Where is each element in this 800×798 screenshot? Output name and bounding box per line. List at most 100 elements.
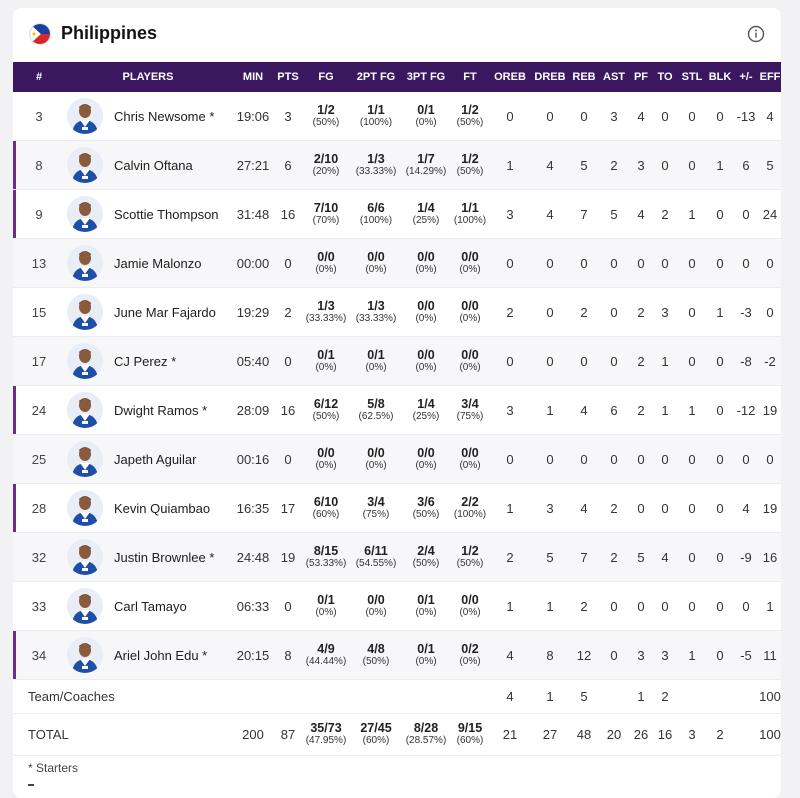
ft-made-attempted: 0/0 [461, 298, 479, 313]
fg3-cell: 1/7 (14.29%) [401, 141, 451, 190]
ft-percentage: (0%) [459, 263, 481, 275]
player-row[interactable]: 13 Jamie Malonzo 00:00 0 0/0 (0%) 0/0 (0%) 0/0 (0… [13, 238, 781, 288]
fg3-made-attempted: 0/1 [417, 641, 435, 656]
fg3-made-attempted: 0/0 [417, 445, 435, 460]
col-to-header[interactable]: TO [657, 71, 673, 83]
fg-made-attempted: 0/1 [317, 592, 335, 607]
fg-cell: 2/10 (20%) [301, 141, 351, 190]
to-cell: 3 [661, 304, 669, 320]
to-cell: 1 [661, 402, 669, 418]
player-cell[interactable]: Dwight Ramos * [65, 386, 231, 435]
dreb-cell: 0 [546, 451, 554, 467]
col-pf-header[interactable]: PF [633, 71, 649, 83]
fg2-cell: 1/3 (33.33%) [351, 141, 401, 190]
ft-percentage: (0%) [459, 312, 481, 324]
col-min-header[interactable]: MIN [242, 71, 264, 83]
col-players-header[interactable]: PLAYERS [122, 71, 174, 83]
player-name[interactable]: Chris Newsome * [114, 108, 215, 124]
oreb-cell: 1 [506, 500, 514, 516]
ft-cell: 1/2 (50%) [451, 92, 489, 141]
fg-percentage: (20%) [312, 165, 340, 177]
player-cell[interactable]: Jamie Malonzo [65, 239, 231, 288]
team-name: Philippines [61, 23, 158, 43]
player-cell[interactable]: Scottie Thompson [65, 190, 231, 239]
reb-cell: 5 [580, 689, 588, 704]
player-name[interactable]: Dwight Ramos * [114, 402, 208, 418]
player-cell[interactable]: June Mar Fajardo [65, 288, 231, 337]
col-eff-header[interactable]: EFF [759, 71, 781, 83]
ft-cell: 3/4 (75%) [451, 386, 489, 435]
ft-cell: 0/0 (0%) [451, 239, 489, 288]
dreb-cell: 8 [546, 647, 554, 663]
player-row[interactable]: 9 Scottie Thompson 31:48 16 7/10 (70%) 6/6 (100… [13, 190, 781, 239]
col-stl-header[interactable]: STL [681, 71, 703, 83]
player-cell[interactable]: Chris Newsome * [65, 92, 231, 141]
player-name[interactable]: Kevin Quiambao [114, 500, 211, 516]
fg2-made-attempted: 0/0 [367, 249, 385, 264]
ft-cell: 1/2 (50%) [451, 141, 489, 190]
fg3-made-attempted: 2/4 [417, 543, 435, 558]
player-name[interactable]: June Mar Fajardo [114, 304, 216, 320]
col-ast-header[interactable]: AST [603, 71, 625, 83]
jersey-number: 13 [31, 255, 47, 271]
player-row[interactable]: 28 Kevin Quiambao 16:35 17 6/10 (60%) 3/4 (75%)… [13, 484, 781, 533]
player-row[interactable]: 33 Carl Tamayo 06:33 0 0/1 (0%) 0/0 (0%) 0/1 (0%)… [13, 582, 781, 631]
player-row[interactable]: 34 Ariel John Edu * 20:15 8 4/9 (44.44%) 4/8 (5… [13, 630, 781, 680]
blk-cell: 0 [716, 206, 724, 222]
eff-cell: 19 [762, 500, 778, 516]
player-row[interactable]: 24 Dwight Ramos * 28:09 16 6/12 (50%) 5/8 (62.5… [13, 386, 781, 435]
stl-cell [677, 680, 707, 714]
ft-cell: 0/0 (0%) [451, 288, 489, 337]
plus-minus-cell: 0 [742, 598, 750, 614]
player-name[interactable]: CJ Perez * [114, 353, 177, 369]
ast-cell: 2 [610, 157, 618, 173]
player-cell[interactable]: CJ Perez * [65, 337, 231, 386]
player-cell[interactable]: Carl Tamayo [65, 582, 231, 631]
info-icon[interactable] [747, 25, 765, 43]
player-row[interactable]: 8 Calvin Oftana 27:21 6 2/10 (20%) 1/3 (33.33%)… [13, 140, 781, 190]
col-pts-header[interactable]: PTS [277, 71, 299, 83]
player-name[interactable]: Ariel John Edu * [114, 647, 208, 663]
player-name[interactable]: Carl Tamayo [114, 598, 187, 614]
col-ft-header[interactable]: FT [463, 71, 477, 83]
player-cell[interactable]: Calvin Oftana [65, 141, 231, 190]
col-2pt-fg-header[interactable]: 2PT FG [356, 71, 396, 83]
dreb-cell: 27 [542, 727, 558, 742]
col-number-header[interactable]: # [35, 71, 43, 83]
player-cell[interactable]: Ariel John Edu * [65, 631, 231, 680]
oreb-cell: 4 [506, 689, 514, 704]
col-plus-minus-header[interactable]: +/- [739, 71, 753, 83]
col-blk-header[interactable]: BLK [708, 71, 732, 83]
fg3-cell: 0/1 (0%) [401, 582, 451, 631]
player-cell[interactable]: Japeth Aguilar [65, 435, 231, 484]
player-avatar [67, 392, 103, 428]
player-name[interactable]: Japeth Aguilar [114, 451, 197, 467]
boxscore-table: # PLAYERS MIN PTS FG 2PT FG 3PT FG FT OREB DREB RE… [13, 62, 781, 756]
player-name[interactable]: Scottie Thompson [114, 206, 219, 222]
player-cell[interactable]: Justin Brownlee * [65, 533, 231, 582]
col-3pt-fg-header[interactable]: 3PT FG [406, 71, 446, 83]
jersey-number: 17 [31, 353, 47, 369]
player-name[interactable]: Calvin Oftana [114, 157, 193, 173]
pf-cell: 4 [637, 206, 645, 222]
player-row[interactable]: 3 Chris Newsome * 19:06 3 1/2 (50%) 1/1 (100%) 0… [13, 92, 781, 141]
player-name[interactable]: Justin Brownlee * [114, 549, 215, 565]
player-name[interactable]: Jamie Malonzo [114, 255, 202, 271]
pf-cell: 0 [637, 598, 645, 614]
player-row[interactable]: 25 Japeth Aguilar 00:16 0 0/0 (0%) 0/0 (0%) 0/0(… [13, 434, 781, 484]
oreb-cell: 0 [506, 353, 514, 369]
col-fg-header[interactable]: FG [318, 71, 334, 83]
eff-cell: 0 [766, 451, 774, 467]
player-cell[interactable]: Kevin Quiambao [65, 484, 231, 533]
player-row[interactable]: 15 June Mar Fajardo 19:29 2 1/3 (33.33%) 1/3 (3… [13, 288, 781, 337]
to-cell: 0 [661, 500, 669, 516]
col-reb-header[interactable]: REB [572, 71, 596, 83]
plus-minus-cell: 6 [742, 157, 750, 173]
pf-cell: 26 [633, 727, 649, 742]
col-oreb-header[interactable]: OREB [494, 71, 526, 83]
player-row[interactable]: 17 CJ Perez * 05:40 0 0/1 (0%) 0/1 (0%) 0/0 (0%) 0… [13, 336, 781, 386]
col-dreb-header[interactable]: DREB [534, 71, 566, 83]
ft-percentage: (0%) [459, 459, 481, 471]
player-row[interactable]: 32 Justin Brownlee * 24:48 19 8/15 (53.33%) 6/… [13, 532, 781, 582]
stl-cell: 0 [688, 108, 696, 124]
